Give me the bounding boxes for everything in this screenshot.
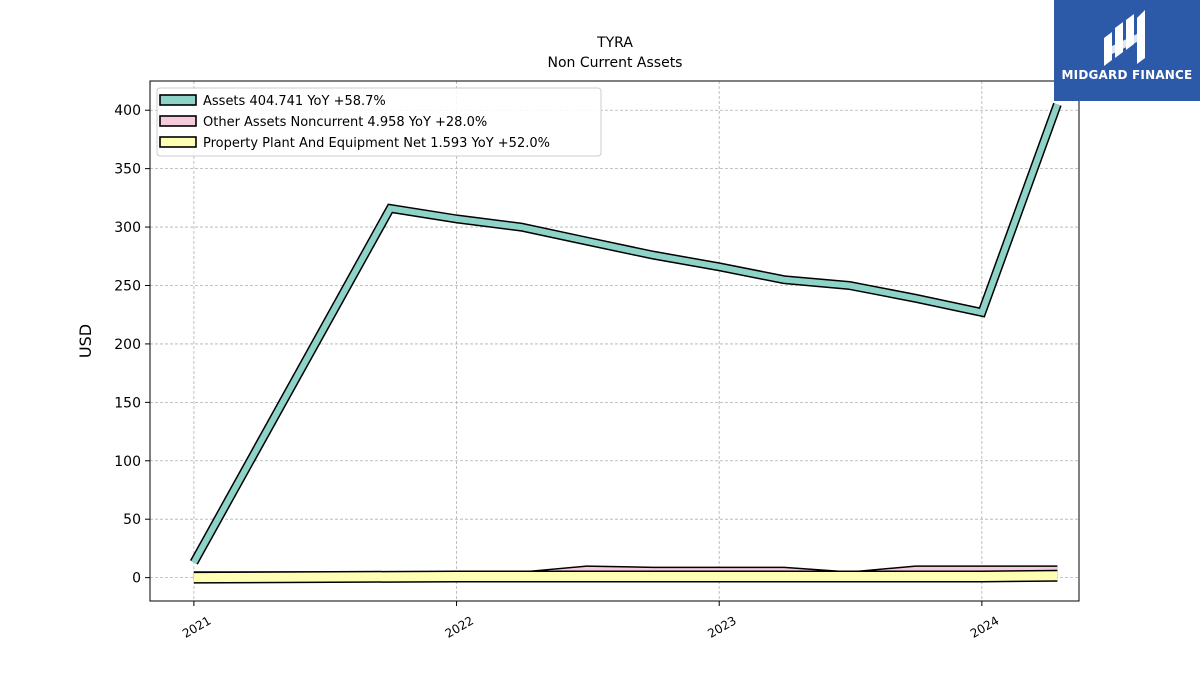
chart-subtitle: Non Current Assets (548, 55, 683, 71)
y-tick-label: 350 (114, 162, 141, 178)
logo-mark-icon (1104, 10, 1145, 66)
y-tick-label: 300 (114, 220, 141, 236)
axes: 0 50 100 150 200 250 300 350 400 2021 2022 2023 2024 (114, 103, 1001, 641)
series-line-3 (193, 571, 1058, 583)
y-tick-label: 200 (114, 337, 141, 353)
series-line-1 (191, 103, 1061, 564)
legend-label-3: Property Plant And Equipment Net 1.593 Y… (203, 136, 550, 151)
legend-label-1: Assets 404.741 YoY +58.7% (203, 94, 386, 109)
x-tick-label: 2021 (180, 613, 213, 640)
brand-logo: MIDGARD FINANCE (1054, 0, 1200, 101)
x-tick-label: 2023 (705, 613, 738, 640)
legend-swatch-2 (159, 115, 197, 127)
x-tick-label: 2024 (968, 613, 1001, 640)
y-axis-label: USD (76, 324, 95, 358)
legend-box (156, 87, 602, 157)
legend-swatch-1 (159, 94, 197, 106)
brand-name: MIDGARD FINANCE (1061, 68, 1193, 82)
y-tick-label: 250 (114, 278, 141, 294)
series-layer (189, 102, 1062, 584)
y-tick-label: 0 (132, 571, 141, 587)
chart-title: TYRA (596, 35, 633, 51)
plot-area (149, 80, 1080, 602)
legend: Assets 404.741 YoY +58.7% Other Assets No… (156, 87, 602, 157)
legend-label-2: Other Assets Noncurrent 4.958 YoY +28.0% (203, 115, 487, 130)
y-tick-label: 400 (114, 103, 141, 119)
y-tick-label: 100 (114, 454, 141, 470)
legend-swatch-3 (159, 136, 197, 148)
grid (150, 81, 1079, 601)
y-tick-label: 150 (114, 395, 141, 411)
x-tick-label: 2022 (443, 613, 476, 640)
y-tick-label: 50 (123, 512, 141, 528)
